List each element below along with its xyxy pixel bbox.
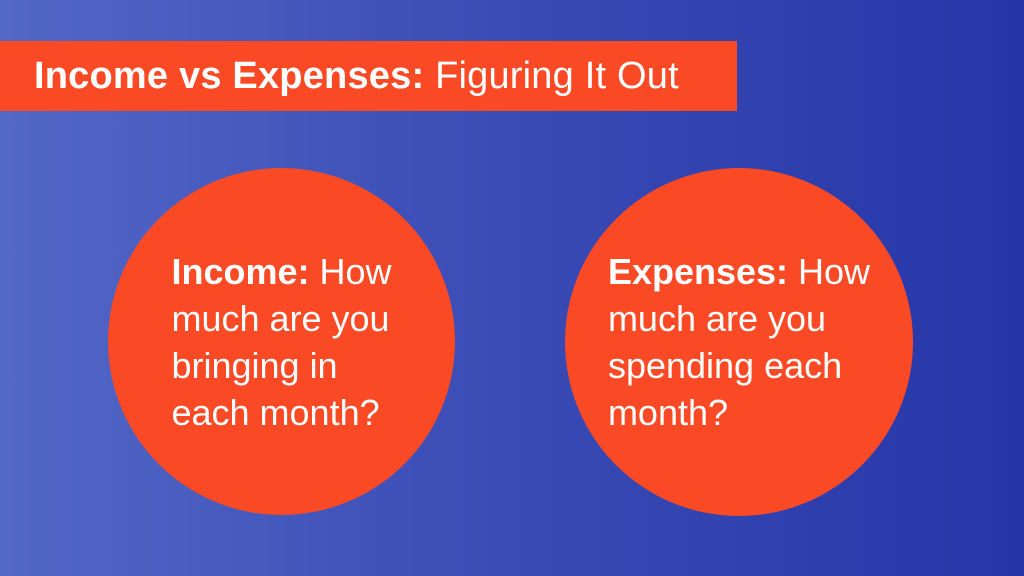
expenses-line-1: Expenses: How	[607, 251, 871, 292]
expenses-line-2: much are you	[607, 298, 827, 339]
income-label: Income:	[171, 250, 310, 292]
income-line-4: each month?	[171, 391, 380, 433]
income-circle-text: Income: How much are you bringing in eac…	[171, 248, 391, 436]
expenses-line-4: month?	[607, 392, 729, 433]
title-bar: Income vs Expenses: Figuring It Out	[0, 41, 737, 111]
page-title: Income vs Expenses: Figuring It Out	[34, 57, 679, 95]
expenses-line-3: spending each	[607, 345, 843, 386]
income-circle: Income: How much are you bringing in eac…	[108, 168, 455, 515]
page-title-regular: Figuring It Out	[424, 55, 679, 97]
income-line-1: Income: How	[171, 250, 392, 292]
expenses-label: Expenses:	[607, 251, 789, 292]
income-line-2: much are you	[171, 297, 390, 339]
income-line-3: bringing in	[171, 344, 338, 386]
expenses-circle: Expenses: How much are you spending each…	[565, 168, 913, 516]
expenses-circle-text: Expenses: How much are you spending each…	[608, 248, 870, 436]
page-title-bold: Income vs Expenses:	[34, 55, 425, 97]
